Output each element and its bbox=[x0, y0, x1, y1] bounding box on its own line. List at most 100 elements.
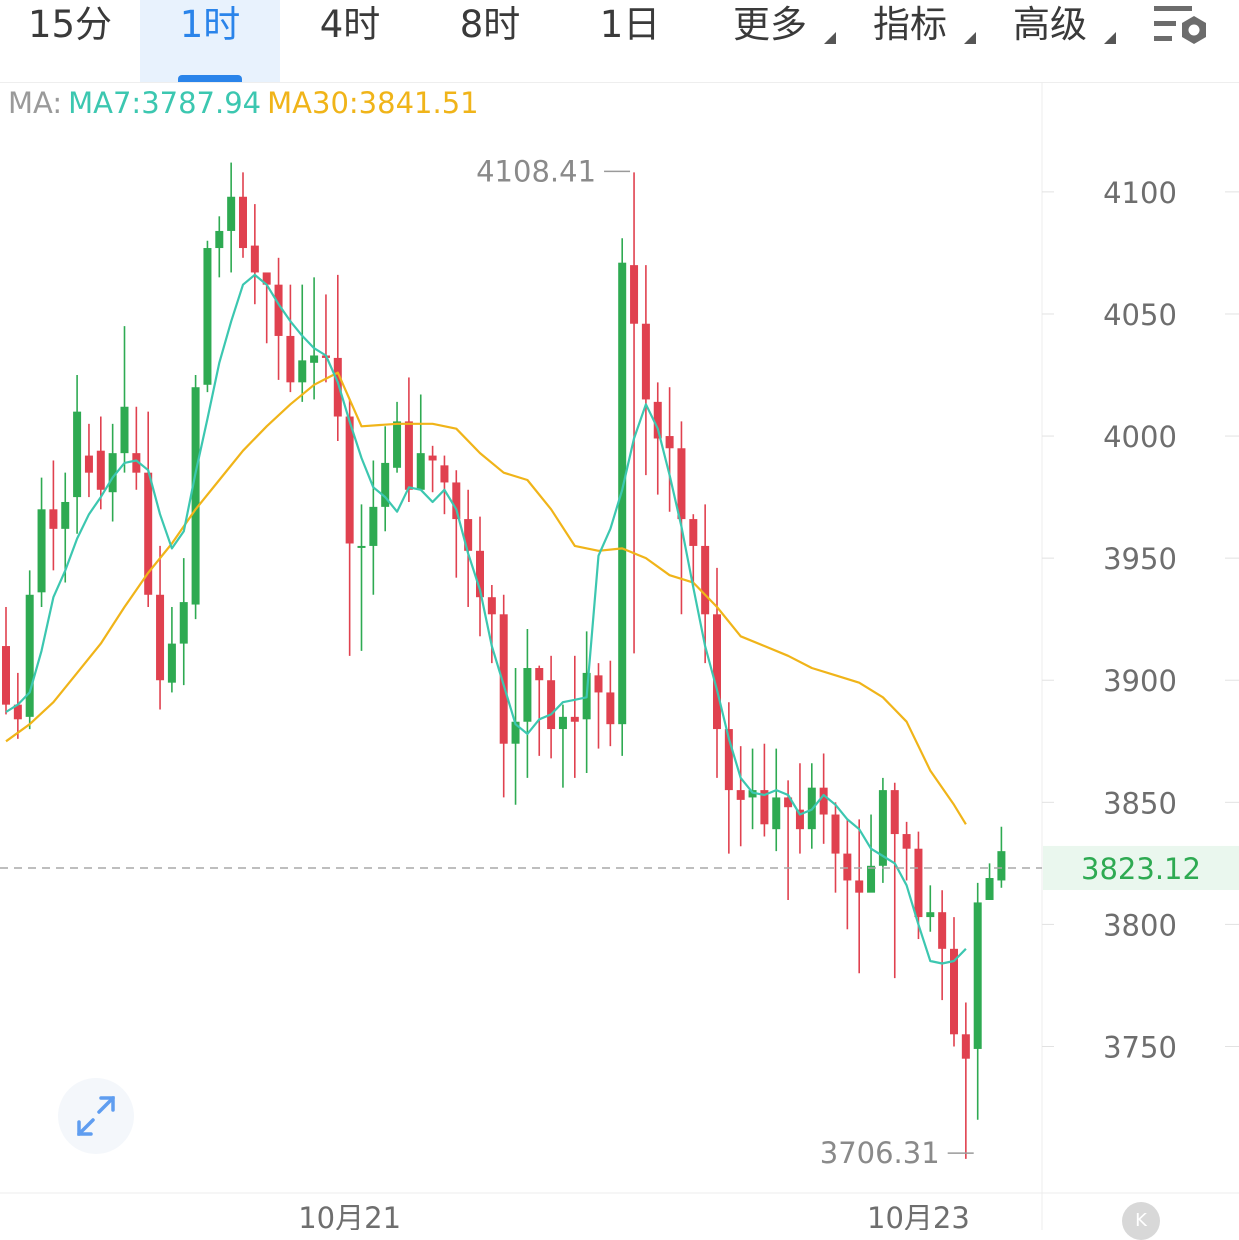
candle-body bbox=[440, 465, 449, 483]
min-price-label: 3706.31 bbox=[820, 1136, 940, 1170]
dropdown-corner-icon bbox=[1104, 32, 1116, 44]
candle-body bbox=[760, 790, 769, 825]
current-price-label: 3823.12 bbox=[1081, 852, 1201, 886]
candle-body bbox=[606, 692, 615, 725]
tab-15min[interactable]: 15分 bbox=[0, 0, 140, 82]
candle-body bbox=[37, 509, 46, 593]
logo-letter: K bbox=[1135, 1210, 1147, 1231]
candle-body bbox=[736, 790, 745, 800]
candle-body bbox=[274, 284, 283, 336]
candle-body bbox=[381, 462, 390, 507]
candle-body bbox=[713, 614, 721, 730]
candle-body bbox=[286, 335, 295, 383]
interval-tab-bar: 15分 1时 4时 8时 1日 更多 指标 高级 bbox=[0, 0, 1239, 83]
ma-prefix: MA: bbox=[8, 86, 63, 120]
chart-settings-icon[interactable] bbox=[1150, 2, 1214, 52]
candle-body bbox=[428, 455, 437, 461]
candle-body bbox=[179, 602, 188, 644]
candle-body bbox=[84, 455, 93, 473]
candle-body bbox=[784, 797, 793, 808]
candle-body bbox=[73, 411, 82, 498]
candle-body bbox=[167, 643, 176, 683]
candle-body bbox=[262, 272, 271, 285]
candle-body bbox=[227, 196, 236, 231]
tab-label: 8时 bbox=[459, 3, 521, 46]
ma7-value: MA7:3787.94 bbox=[68, 86, 262, 120]
candle-body bbox=[677, 448, 686, 520]
max-price-label: 4108.41 bbox=[476, 154, 596, 188]
candle-body bbox=[96, 450, 105, 490]
candle-body bbox=[748, 790, 757, 798]
candle-body bbox=[867, 865, 876, 893]
expand-icon bbox=[77, 1096, 115, 1136]
tab-label: 15分 bbox=[27, 3, 113, 46]
candle-body bbox=[404, 421, 413, 490]
tab-label: 指标 bbox=[873, 3, 947, 46]
candle-body bbox=[156, 594, 165, 681]
candle-body bbox=[665, 436, 674, 449]
expand-button[interactable] bbox=[58, 1078, 134, 1154]
candle-body bbox=[61, 501, 70, 529]
candle-body bbox=[701, 545, 710, 615]
tab-1d[interactable]: 1日 bbox=[560, 0, 700, 82]
candle-body bbox=[393, 421, 402, 468]
candle-body bbox=[25, 594, 34, 717]
candle-body bbox=[570, 716, 579, 722]
tab-label: 1日 bbox=[599, 3, 661, 46]
candle-body bbox=[49, 509, 58, 529]
candle-body bbox=[914, 848, 923, 918]
candle-body bbox=[369, 506, 378, 546]
candle-body bbox=[855, 880, 864, 893]
candle-body bbox=[239, 196, 247, 249]
candle-body bbox=[2, 646, 10, 705]
tab-indicators[interactable]: 指标 bbox=[840, 0, 980, 82]
tab-advanced[interactable]: 高级 bbox=[980, 0, 1120, 82]
candle-body bbox=[132, 453, 141, 473]
candle-body bbox=[345, 416, 354, 544]
candle-body bbox=[310, 355, 319, 363]
candle-body bbox=[689, 519, 698, 546]
y-tick-label: 3800 bbox=[1103, 908, 1177, 942]
brand-logo: K bbox=[1122, 1202, 1160, 1240]
candle-body bbox=[831, 814, 840, 854]
candle-body bbox=[772, 797, 781, 830]
ma30-value: MA30:3841.51 bbox=[267, 86, 479, 120]
tab-1h[interactable]: 1时 bbox=[140, 0, 280, 82]
x-tick-label: 10月21 bbox=[298, 1201, 401, 1230]
current-price-tag bbox=[1043, 845, 1239, 890]
tab-label: 高级 bbox=[1013, 3, 1087, 46]
candle-body bbox=[144, 472, 153, 595]
candle-body bbox=[985, 878, 994, 900]
tab-label: 更多 bbox=[733, 3, 807, 46]
y-tick-label: 4050 bbox=[1103, 298, 1177, 332]
y-tick-label: 3900 bbox=[1103, 664, 1177, 698]
ma-legend: MA: MA7:3787.94 MA30:3841.51 bbox=[8, 86, 485, 120]
candle-body bbox=[878, 790, 887, 866]
candle-body bbox=[487, 597, 496, 615]
candle-body bbox=[203, 248, 212, 385]
candle-body bbox=[511, 721, 520, 744]
candle-body bbox=[594, 675, 603, 693]
tab-8h[interactable]: 8时 bbox=[420, 0, 560, 82]
candle-body bbox=[191, 387, 200, 605]
y-tick-label: 3950 bbox=[1103, 542, 1177, 576]
candle-body bbox=[819, 787, 828, 815]
candle-body bbox=[938, 912, 947, 949]
candle-body bbox=[973, 902, 982, 1049]
dropdown-corner-icon bbox=[964, 32, 976, 44]
ma7-line bbox=[5, 273, 967, 965]
candle-body bbox=[108, 453, 117, 493]
candle-body bbox=[535, 668, 544, 681]
candle-body bbox=[950, 948, 958, 1035]
dropdown-corner-icon bbox=[824, 32, 836, 44]
candle-body bbox=[452, 482, 461, 520]
tab-more[interactable]: 更多 bbox=[700, 0, 840, 82]
tab-4h[interactable]: 4时 bbox=[280, 0, 420, 82]
candle-body bbox=[547, 680, 556, 730]
candle-body bbox=[416, 453, 425, 490]
candle-body bbox=[890, 790, 899, 835]
y-tick-label: 4000 bbox=[1103, 420, 1177, 454]
candle-body bbox=[13, 704, 22, 720]
candle-body bbox=[298, 360, 307, 383]
